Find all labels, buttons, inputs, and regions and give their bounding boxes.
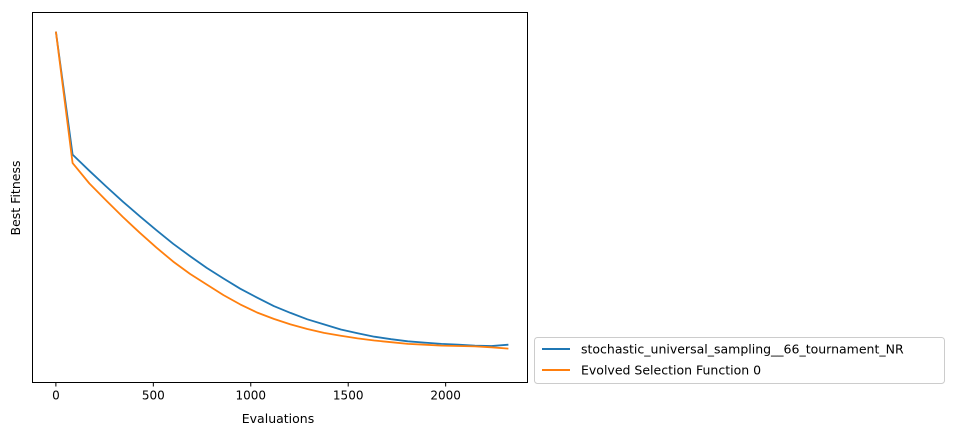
x-tick-label: 0: [52, 389, 60, 403]
x-axis-label: Evaluations: [242, 411, 314, 426]
x-tick-label: 1000: [235, 389, 266, 403]
x-ticks: 0 500 1000 1500 2000: [52, 382, 461, 403]
axes-frame: [32, 12, 528, 383]
legend-frame: [534, 337, 945, 384]
series-layer: [55, 31, 509, 350]
series-line-1: [55, 31, 509, 350]
x-tick-label: 500: [142, 389, 165, 403]
x-tick-label: 2000: [430, 389, 461, 403]
legend: stochastic_universal_sampling__66_tourna…: [534, 337, 945, 384]
legend-label-series-0: stochastic_universal_sampling__66_tourna…: [581, 342, 904, 357]
legend-label-series-1: Evolved Selection Function 0: [581, 363, 761, 378]
y-axis-label: Best Fitness: [8, 161, 23, 236]
plot-area: 0 500 1000 1500 2000: [32, 12, 528, 403]
series-line-0: [55, 31, 509, 347]
x-tick-label: 1500: [333, 389, 364, 403]
